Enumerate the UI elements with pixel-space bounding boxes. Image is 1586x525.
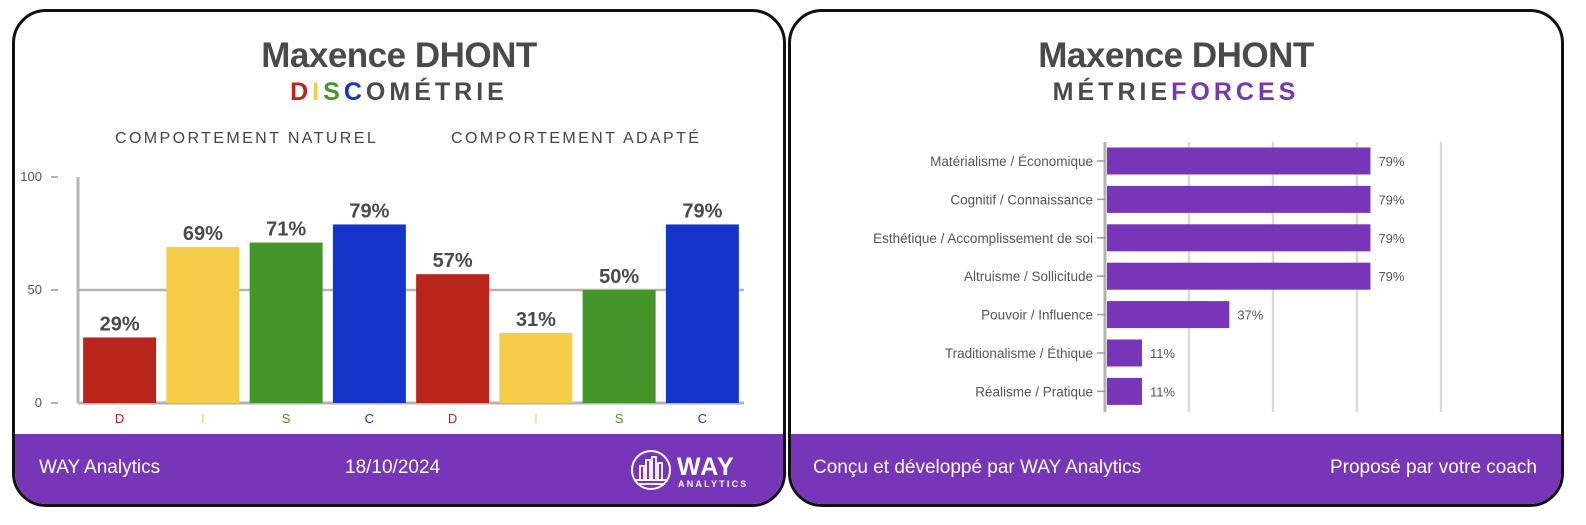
bar <box>1107 377 1142 405</box>
x-tick-label: C <box>365 411 374 426</box>
discometrie-card: Maxence DHONT DISCOMÉTRIE COMPORTEMENT N… <box>12 9 786 507</box>
category-label: Matérialisme / Économique <box>930 154 1093 169</box>
bar-s <box>582 290 656 403</box>
bar <box>1107 301 1230 329</box>
section-natural-label: COMPORTEMENT NATUREL <box>115 130 379 147</box>
bar-value-label: 31% <box>516 309 556 331</box>
bar <box>1107 224 1371 252</box>
metrieforces-title-part1: MÉTRIE <box>1052 78 1172 106</box>
footer-coach: Proposé par votre coach <box>1329 457 1537 478</box>
bar-value-label: 11% <box>1150 346 1175 361</box>
bar-d <box>416 274 490 403</box>
bar <box>1107 262 1371 290</box>
discometrie-title: DISCOMÉTRIE <box>15 78 783 107</box>
bar-c <box>332 224 406 403</box>
bar-d <box>83 337 157 403</box>
bar-i <box>499 332 573 403</box>
discometrie-title-rest: OMÉTRIE <box>365 78 508 106</box>
person-name: Maxence DHONT <box>261 36 537 75</box>
disc-bar-chart: 0 50 100 29% D 69% I 71% S 79% C 57% D 31% I 50% S 79% C <box>20 169 744 426</box>
category-label: Cognitif / Connaissance <box>950 192 1093 207</box>
bar-value-label: 79% <box>1378 192 1404 207</box>
footer-credit: Conçu et développé par WAY Analytics <box>813 457 1142 478</box>
disc-footer: WAY Analytics 18/10/2024 WAY ANALYTICS <box>15 434 783 504</box>
x-tick-label: D <box>448 411 457 426</box>
x-tick-label: D <box>115 411 124 426</box>
svg-text:ANALYTICS: ANALYTICS <box>678 479 748 489</box>
bar-value-label: 37% <box>1237 308 1263 323</box>
bar-value-label: 79% <box>1378 231 1404 246</box>
bar <box>1107 339 1142 367</box>
svg-text:WAY: WAY <box>677 453 735 481</box>
category-label: Réalisme / Pratique <box>975 384 1093 399</box>
bar-value-label: 79% <box>349 200 389 222</box>
section-adapted-label: COMPORTEMENT ADAPTÉ <box>451 130 702 147</box>
y-tick-label: 100 <box>20 169 42 184</box>
x-tick-label: S <box>615 411 624 426</box>
x-tick-label: C <box>698 411 707 426</box>
forces-bar-chart: Matérialisme / Économique 79% Cognitif / C… <box>873 142 1443 412</box>
bar-value-label: 57% <box>433 250 473 272</box>
bar-value-label: 71% <box>266 219 306 241</box>
disc-letter-i: I <box>312 78 324 106</box>
y-tick-label: 0 <box>35 395 42 410</box>
bar <box>1107 147 1371 175</box>
bar-s <box>249 242 323 403</box>
category-label: Traditionalisme / Éthique <box>945 346 1093 361</box>
x-tick-label: I <box>201 411 205 426</box>
bar-value-label: 79% <box>1378 154 1404 169</box>
x-tick-label: I <box>534 411 538 426</box>
footer-brand: WAY Analytics <box>39 457 161 478</box>
bar-value-label: 11% <box>1150 384 1175 399</box>
disc-letter-d: D <box>290 78 313 106</box>
category-label: Esthétique / Accomplissement de soi <box>873 231 1093 246</box>
metrieforces-card: Maxence DHONT MÉTRIEFORCES Matérialisme … <box>788 9 1564 507</box>
y-tick-label: 50 <box>28 282 42 297</box>
person-name: Maxence DHONT <box>1038 36 1314 75</box>
forces-footer: Conçu et développé par WAY Analytics Pro… <box>791 434 1561 504</box>
category-label: Altruisme / Sollicitude <box>964 269 1093 284</box>
disc-letter-c: C <box>343 78 366 106</box>
footer-date: 18/10/2024 <box>345 457 441 478</box>
bar-value-label: 79% <box>1378 269 1404 284</box>
bar-value-label: 69% <box>183 223 223 245</box>
bar-i <box>166 247 240 403</box>
x-tick-label: S <box>282 411 291 426</box>
category-label: Pouvoir / Influence <box>981 308 1093 323</box>
bar-value-label: 29% <box>100 313 140 335</box>
disc-letter-s: S <box>323 78 344 106</box>
metrieforces-title: MÉTRIEFORCES <box>791 78 1561 107</box>
bar-value-label: 79% <box>682 200 722 222</box>
bar <box>1107 185 1371 213</box>
bar-value-label: 50% <box>599 266 639 288</box>
bar-c <box>665 224 739 403</box>
metrieforces-title-part2: FORCES <box>1171 78 1300 106</box>
way-analytics-logo: WAY ANALYTICS <box>629 448 755 492</box>
